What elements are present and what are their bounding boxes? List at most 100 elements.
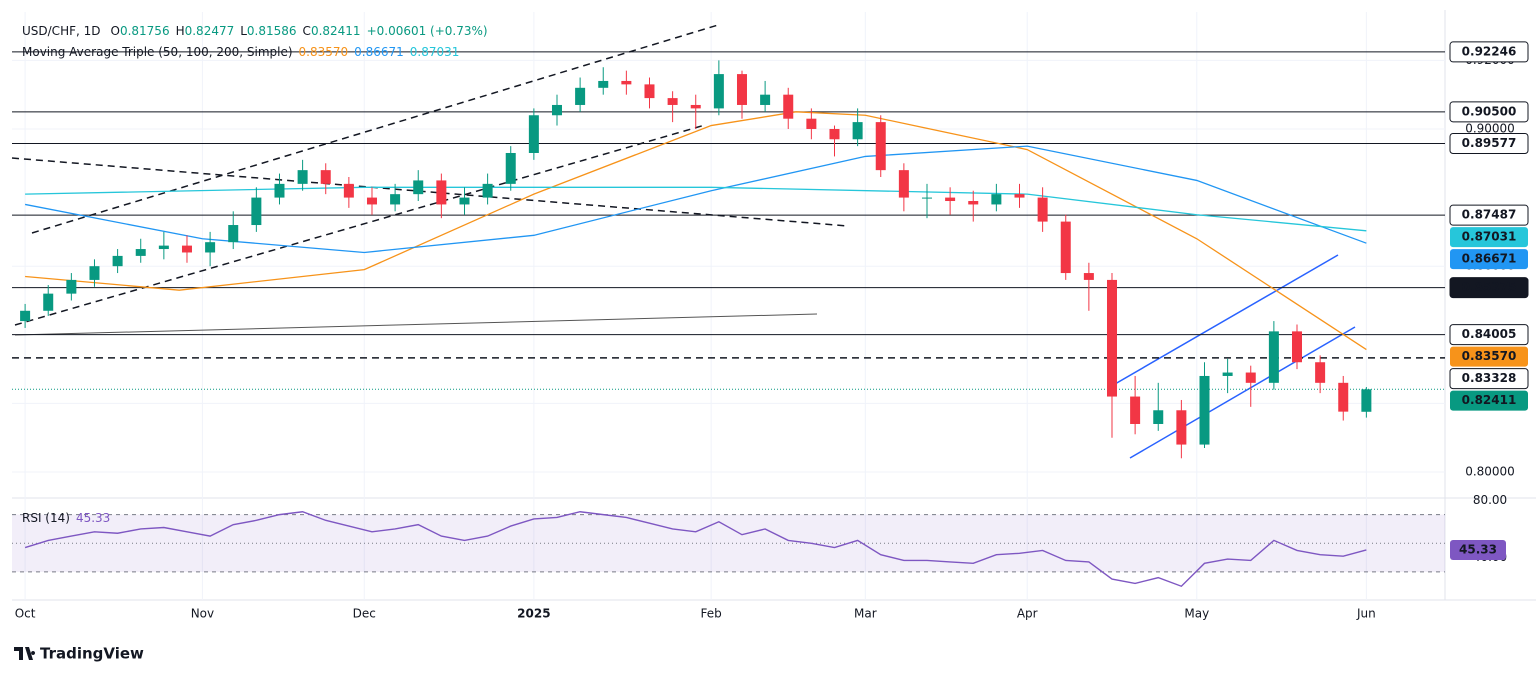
- header-text: H: [176, 24, 185, 38]
- rsi-tick-label: 80.00: [1473, 493, 1507, 507]
- logo-mark: [14, 647, 36, 660]
- moving-average: [24, 145, 1367, 254]
- header-line: Moving Average Triple (50, 100, 200, Sim…: [22, 45, 459, 59]
- price-label: 0.82411: [1462, 393, 1517, 407]
- candle-body: [551, 104, 562, 116]
- price-label-box: [1449, 101, 1529, 123]
- channel-line: [1114, 254, 1339, 385]
- candle-body: [135, 249, 146, 256]
- candle-body: [1315, 362, 1326, 383]
- candle-body: [852, 122, 863, 140]
- candle-body: [43, 293, 54, 311]
- candle-body: [1361, 389, 1372, 412]
- candle-body: [66, 279, 77, 294]
- candle-body: [598, 80, 609, 88]
- moving-average: [25, 186, 1367, 232]
- candle-body: [528, 115, 539, 153]
- header-text: 0.82477: [185, 24, 235, 38]
- header-text: USD/CHF, 1D: [22, 24, 101, 38]
- candle-body: [1338, 382, 1349, 412]
- candle-body: [505, 152, 516, 184]
- candle-body: [343, 183, 354, 198]
- candle-body: [366, 197, 377, 205]
- candle-body: [459, 197, 470, 205]
- trend-line: [14, 313, 818, 336]
- candle-body: [1014, 194, 1025, 198]
- candle-body: [736, 74, 747, 105]
- y-tick-label: 0.90000: [1465, 121, 1515, 135]
- channel-line: [1129, 326, 1356, 459]
- moving-average: [25, 111, 1367, 351]
- x-tick-label: Jun: [1356, 607, 1376, 621]
- header-text: O: [111, 24, 120, 38]
- candle-body: [274, 183, 285, 198]
- candle-body: [921, 197, 932, 199]
- candle-body: [875, 122, 886, 171]
- candle-body: [991, 194, 1002, 205]
- candle-body: [1060, 221, 1071, 274]
- x-tick-label: Nov: [191, 607, 214, 621]
- candle-body: [690, 104, 701, 109]
- candle-body: [1291, 331, 1302, 363]
- header-text: 0.86671: [354, 45, 404, 59]
- candle-body: [806, 118, 817, 129]
- header-text: Moving Average Triple (50, 100, 200, Sim…: [22, 45, 293, 59]
- brand-logo: TradingView: [14, 645, 144, 663]
- candle-body: [251, 197, 262, 226]
- price-label: 0.87487: [1462, 208, 1517, 222]
- price-label: 0.85375: [1462, 280, 1517, 294]
- price-label-box: [1450, 390, 1528, 411]
- candle-body: [1037, 197, 1048, 222]
- candle-body: [713, 74, 724, 109]
- price-label-box: [1449, 324, 1529, 346]
- candle-body: [228, 225, 239, 243]
- price-label-box: [1449, 41, 1529, 63]
- candle-body: [1199, 375, 1210, 445]
- candle-body: [89, 266, 100, 280]
- price-label-box: [1450, 227, 1528, 248]
- candle-body: [1106, 279, 1117, 397]
- header-text: 0.81756: [120, 24, 170, 38]
- plot: [12, 51, 1445, 588]
- candle-body: [968, 201, 979, 205]
- candle-body: [829, 128, 840, 140]
- x-tick-label: 2025: [517, 607, 550, 621]
- price-label: 0.84005: [1462, 327, 1517, 341]
- price-label: 0.83328: [1462, 371, 1517, 385]
- candle-body: [413, 180, 424, 195]
- drawings: [11, 24, 1356, 459]
- price-label-box: [1449, 132, 1529, 154]
- candle-body: [1083, 273, 1094, 280]
- price-label: 0.87031: [1462, 230, 1517, 244]
- candle-body: [898, 170, 909, 198]
- header: USD/CHF, 1D O0.81756 H0.82477 L0.81586 C0.82…: [22, 24, 488, 59]
- x-tick-label: Oct: [15, 607, 36, 621]
- brand-name: TradingView: [40, 645, 144, 663]
- candle-body: [205, 242, 216, 253]
- rsi-value: 45.33: [76, 511, 110, 525]
- candle-body: [297, 170, 308, 184]
- header-text: 0.81586: [247, 24, 297, 38]
- x-tick-label: Apr: [1017, 607, 1038, 621]
- price-label: 0.89577: [1462, 136, 1517, 150]
- labels: 0.920000.900000.860000.820000.80000OctNo…: [15, 41, 1529, 621]
- candle-body: [20, 310, 31, 322]
- candle-body: [112, 255, 123, 267]
- x-tick-label: Dec: [353, 607, 376, 621]
- header-text: 0.87031: [410, 45, 460, 59]
- rsi-title: RSI (14) 45.33: [22, 511, 110, 525]
- price-label-box: [1449, 277, 1529, 299]
- rsi-name: RSI (14): [22, 511, 70, 525]
- candle-body: [482, 183, 493, 198]
- candle-body: [1268, 331, 1279, 383]
- candle-body: [1176, 410, 1187, 445]
- price-label: 0.90500: [1462, 104, 1517, 118]
- candle-body: [783, 94, 794, 119]
- rsi-value-label: 45.33: [1459, 542, 1497, 556]
- header-line: USD/CHF, 1D O0.81756 H0.82477 L0.81586 C0.82…: [22, 24, 488, 38]
- x-tick-label: May: [1184, 607, 1209, 621]
- candle-body: [181, 245, 192, 253]
- price-label: 0.92246: [1462, 44, 1517, 58]
